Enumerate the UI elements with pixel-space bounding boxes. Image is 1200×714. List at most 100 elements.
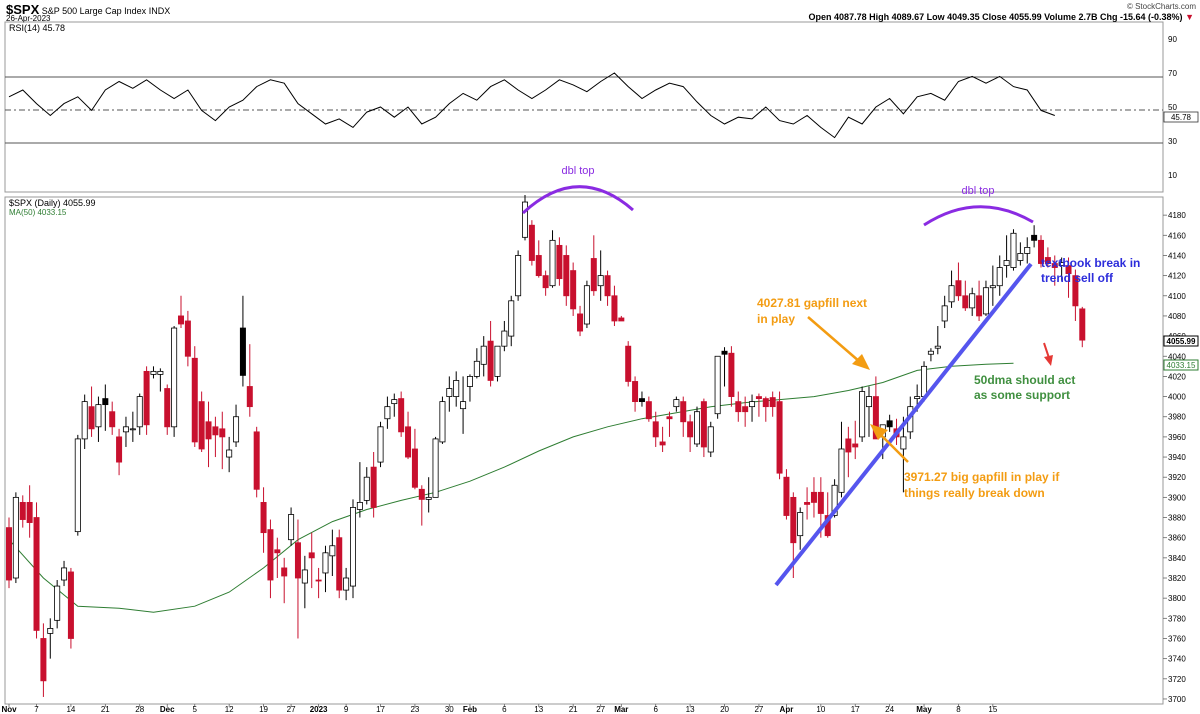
candle [556, 237, 563, 286]
candle-body [47, 628, 54, 634]
candle-body [281, 567, 288, 577]
candle-body [900, 436, 907, 450]
price-tick-label: 3980 [1168, 413, 1186, 422]
candle [61, 560, 68, 587]
candle [33, 502, 40, 639]
candle [233, 404, 240, 447]
candle-body [453, 380, 460, 397]
ma-tag-box [1163, 359, 1199, 371]
candle [294, 519, 301, 639]
candle-body [515, 255, 522, 297]
candle-body [315, 579, 322, 582]
candle-body [742, 406, 749, 413]
candle-body [446, 388, 453, 397]
candle-body [349, 507, 356, 587]
candle [88, 386, 95, 437]
candle-body [143, 370, 150, 426]
candle [143, 366, 150, 435]
candle-body [962, 295, 969, 309]
candle [157, 368, 164, 392]
price-tick-label: 3820 [1168, 574, 1186, 583]
candle [948, 270, 955, 308]
candle [522, 194, 529, 241]
rsi-panel [4, 21, 1164, 193]
break-line2: trend sell off [1041, 271, 1114, 285]
candle [508, 295, 515, 347]
x-tick-label: 2023 [310, 705, 328, 714]
candle-body [356, 502, 363, 510]
x-tick-label: 6 [653, 705, 658, 714]
x-tick-label: 27 [287, 705, 296, 714]
candle-body [473, 360, 480, 377]
candle-body [838, 448, 845, 493]
candle-body [439, 401, 446, 443]
x-tick-label: 17 [851, 705, 860, 714]
candle-body [955, 280, 962, 297]
x-tick-label: 17 [376, 705, 385, 714]
price-tick-label: 3700 [1168, 695, 1186, 704]
candle-body [666, 416, 673, 420]
candle [453, 371, 460, 407]
candle-body [384, 406, 391, 420]
candle [1024, 237, 1031, 264]
candle [501, 320, 508, 352]
candle-body [226, 449, 233, 458]
candle [6, 517, 12, 589]
candle [666, 411, 673, 437]
rsi-tick-label: 30 [1168, 137, 1177, 146]
candle-body [239, 327, 246, 376]
candle-body [329, 545, 336, 557]
candle [439, 396, 446, 444]
candle [391, 393, 398, 417]
candle-body [976, 295, 983, 317]
candle [583, 280, 590, 329]
x-tick-label: 13 [534, 705, 543, 714]
candle [673, 396, 680, 412]
candle-body [597, 275, 604, 287]
candle-body [618, 317, 625, 322]
candle-body [728, 352, 735, 397]
candle [700, 398, 707, 458]
candle [632, 376, 639, 412]
close-tag: 4055.99 [1167, 337, 1196, 346]
candle [714, 355, 721, 419]
candle-body [191, 357, 198, 443]
candle-body [845, 438, 852, 453]
x-tick-label: 14 [66, 705, 75, 714]
candle-body [81, 401, 88, 440]
candle [645, 396, 652, 422]
ma-label: MA(50) 4033.15 [9, 208, 67, 217]
header-name: S&P 500 Large Cap Index [41, 6, 147, 16]
candle [47, 618, 54, 659]
candle-body [673, 399, 680, 408]
candle [1058, 257, 1065, 281]
candle-body [418, 488, 425, 500]
candle-body [817, 491, 824, 514]
candle [804, 487, 811, 520]
candle [611, 285, 618, 327]
price-label: $SPX (Daily) 4055.99 [9, 198, 96, 208]
candle-body [941, 305, 948, 322]
quote-bar: Open 4087.78 High 4089.67 Low 4049.35 Cl… [809, 12, 1194, 22]
candle [377, 421, 384, 468]
candle-body [88, 406, 95, 430]
candle [418, 485, 425, 526]
candle [755, 393, 762, 417]
candle-body [1079, 308, 1086, 341]
x-tick-label: Nov [1, 705, 17, 714]
candle [356, 462, 363, 518]
candle-body [522, 201, 529, 238]
candle [707, 421, 714, 458]
rsi-value-tag: 45.78 [1171, 113, 1192, 122]
candle-body [109, 411, 116, 428]
candle-body [790, 496, 797, 544]
candle-body [370, 466, 377, 508]
x-tick-label: 19 [259, 705, 268, 714]
x-tick-label: 10 [816, 705, 825, 714]
candle-body [122, 426, 129, 433]
candle [205, 401, 212, 468]
rsi-tick-label: 70 [1168, 69, 1177, 78]
x-tick-label: 13 [686, 705, 695, 714]
candle-body [102, 398, 109, 406]
candle-body [61, 567, 68, 581]
